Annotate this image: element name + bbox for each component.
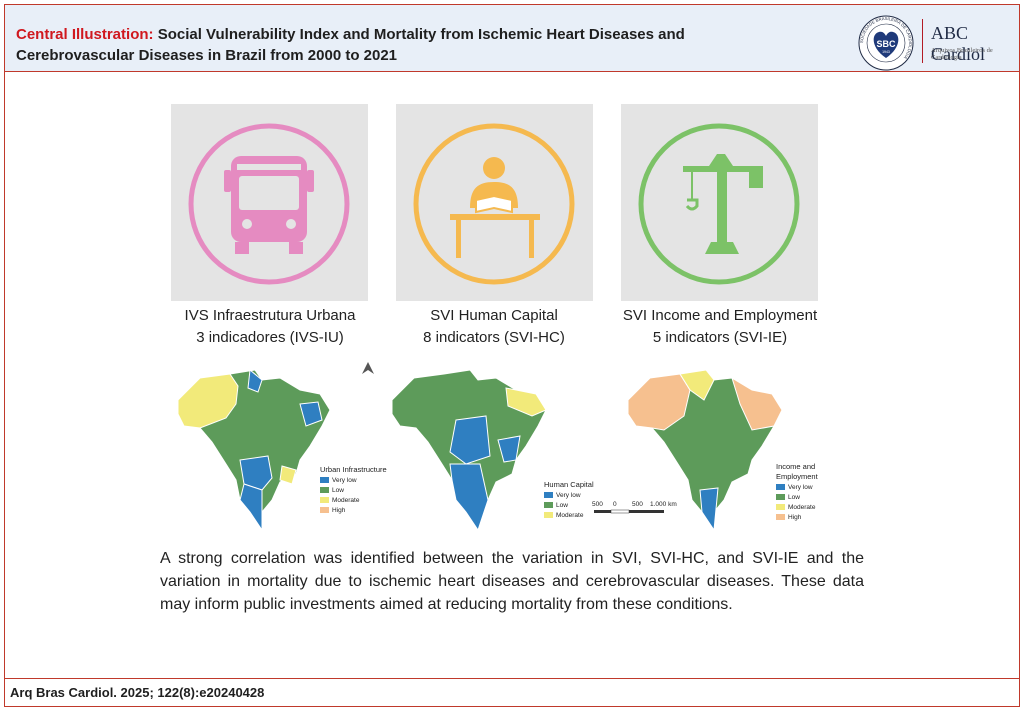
bus-icon bbox=[188, 123, 350, 285]
legend-title-human-capital: Human Capital bbox=[544, 480, 594, 489]
title-lead: Central Illustration: bbox=[16, 26, 154, 43]
footer-divider bbox=[5, 678, 1019, 679]
logo-divider bbox=[922, 19, 923, 63]
seal-year: 1943 bbox=[882, 50, 890, 54]
seal-abbrev: SBC bbox=[876, 39, 896, 49]
legend-title-urban: Urban Infrastructure bbox=[320, 465, 387, 474]
caption-indicators: 3 indicadores (IVS-IU) bbox=[196, 329, 344, 346]
legend-item: Very low bbox=[320, 477, 357, 484]
sbc-seal-logo: SBC 1943 SOCIEDADE BRASILEIRA DE CARDIOL… bbox=[858, 15, 914, 71]
caption-human-capital: SVI Human Capital 8 indicators (SVI-HC) bbox=[364, 305, 624, 349]
map-income-employment bbox=[627, 369, 783, 532]
scale-bar bbox=[594, 509, 664, 514]
legend-title-income-line2: Employment bbox=[776, 472, 818, 481]
legend-item: Low bbox=[544, 502, 568, 509]
journal-subtitle: Arquivos Brasileiros de Cardiologia bbox=[931, 47, 993, 61]
summary-text: A strong correlation was identified betw… bbox=[160, 550, 864, 613]
legend-item: Moderate bbox=[320, 497, 359, 504]
north-arrow-icon bbox=[362, 362, 374, 374]
panel-income-employment bbox=[621, 104, 818, 301]
legend-item: Very low bbox=[544, 492, 581, 499]
citation-footer: Arq Bras Cardiol. 2025; 122(8):e20240428 bbox=[10, 685, 265, 700]
map-urban-infrastructure bbox=[177, 369, 331, 532]
scale-label: 500 bbox=[632, 501, 643, 508]
maps-row: Urban Infrastructure Very low Low Modera… bbox=[0, 360, 1024, 550]
caption-title: SVI Income and Employment bbox=[622, 307, 818, 324]
journal-name: ABC Cardiol bbox=[931, 23, 985, 64]
header-bar: Central Illustration: Social Vulnerabili… bbox=[5, 5, 1019, 72]
page-title: Central Illustration: Social Vulnerabili… bbox=[16, 24, 796, 66]
legend-item: Moderate bbox=[544, 512, 583, 519]
legend-item: Very low bbox=[776, 484, 813, 491]
legend-item: Moderate bbox=[776, 504, 815, 511]
student-desk-icon bbox=[413, 123, 575, 285]
caption-title: IVS Infraestrutura Urbana bbox=[184, 307, 356, 324]
caption-indicators: 8 indicators (SVI-HC) bbox=[423, 329, 565, 346]
caption-urban-infrastructure: IVS Infraestrutura Urbana 3 indicadores … bbox=[140, 305, 400, 349]
scale-label: 1.000 km bbox=[650, 501, 677, 508]
illustration-frame bbox=[4, 4, 1020, 707]
caption-indicators: 5 indicators (SVI-IE) bbox=[652, 329, 788, 346]
legend-title-income-line1: Income and bbox=[776, 462, 816, 471]
legend-item: Low bbox=[320, 487, 344, 494]
legend-item: High bbox=[776, 514, 801, 521]
legend-item: Low bbox=[776, 494, 800, 501]
crane-icon bbox=[638, 123, 800, 285]
caption-income-employment: SVI Income and Employment 5 indicators (… bbox=[590, 305, 850, 349]
title-text: Social Vulnerability Index and Mortality… bbox=[16, 26, 685, 64]
map-human-capital bbox=[391, 369, 547, 532]
scale-label: 0 bbox=[613, 501, 617, 508]
brazil-maps bbox=[177, 362, 783, 532]
caption-title: SVI Human Capital bbox=[430, 307, 558, 324]
panel-urban-infrastructure bbox=[171, 104, 368, 301]
scale-label: 500 bbox=[592, 501, 603, 508]
panel-human-capital bbox=[396, 104, 593, 301]
legend-item: High bbox=[320, 507, 345, 514]
